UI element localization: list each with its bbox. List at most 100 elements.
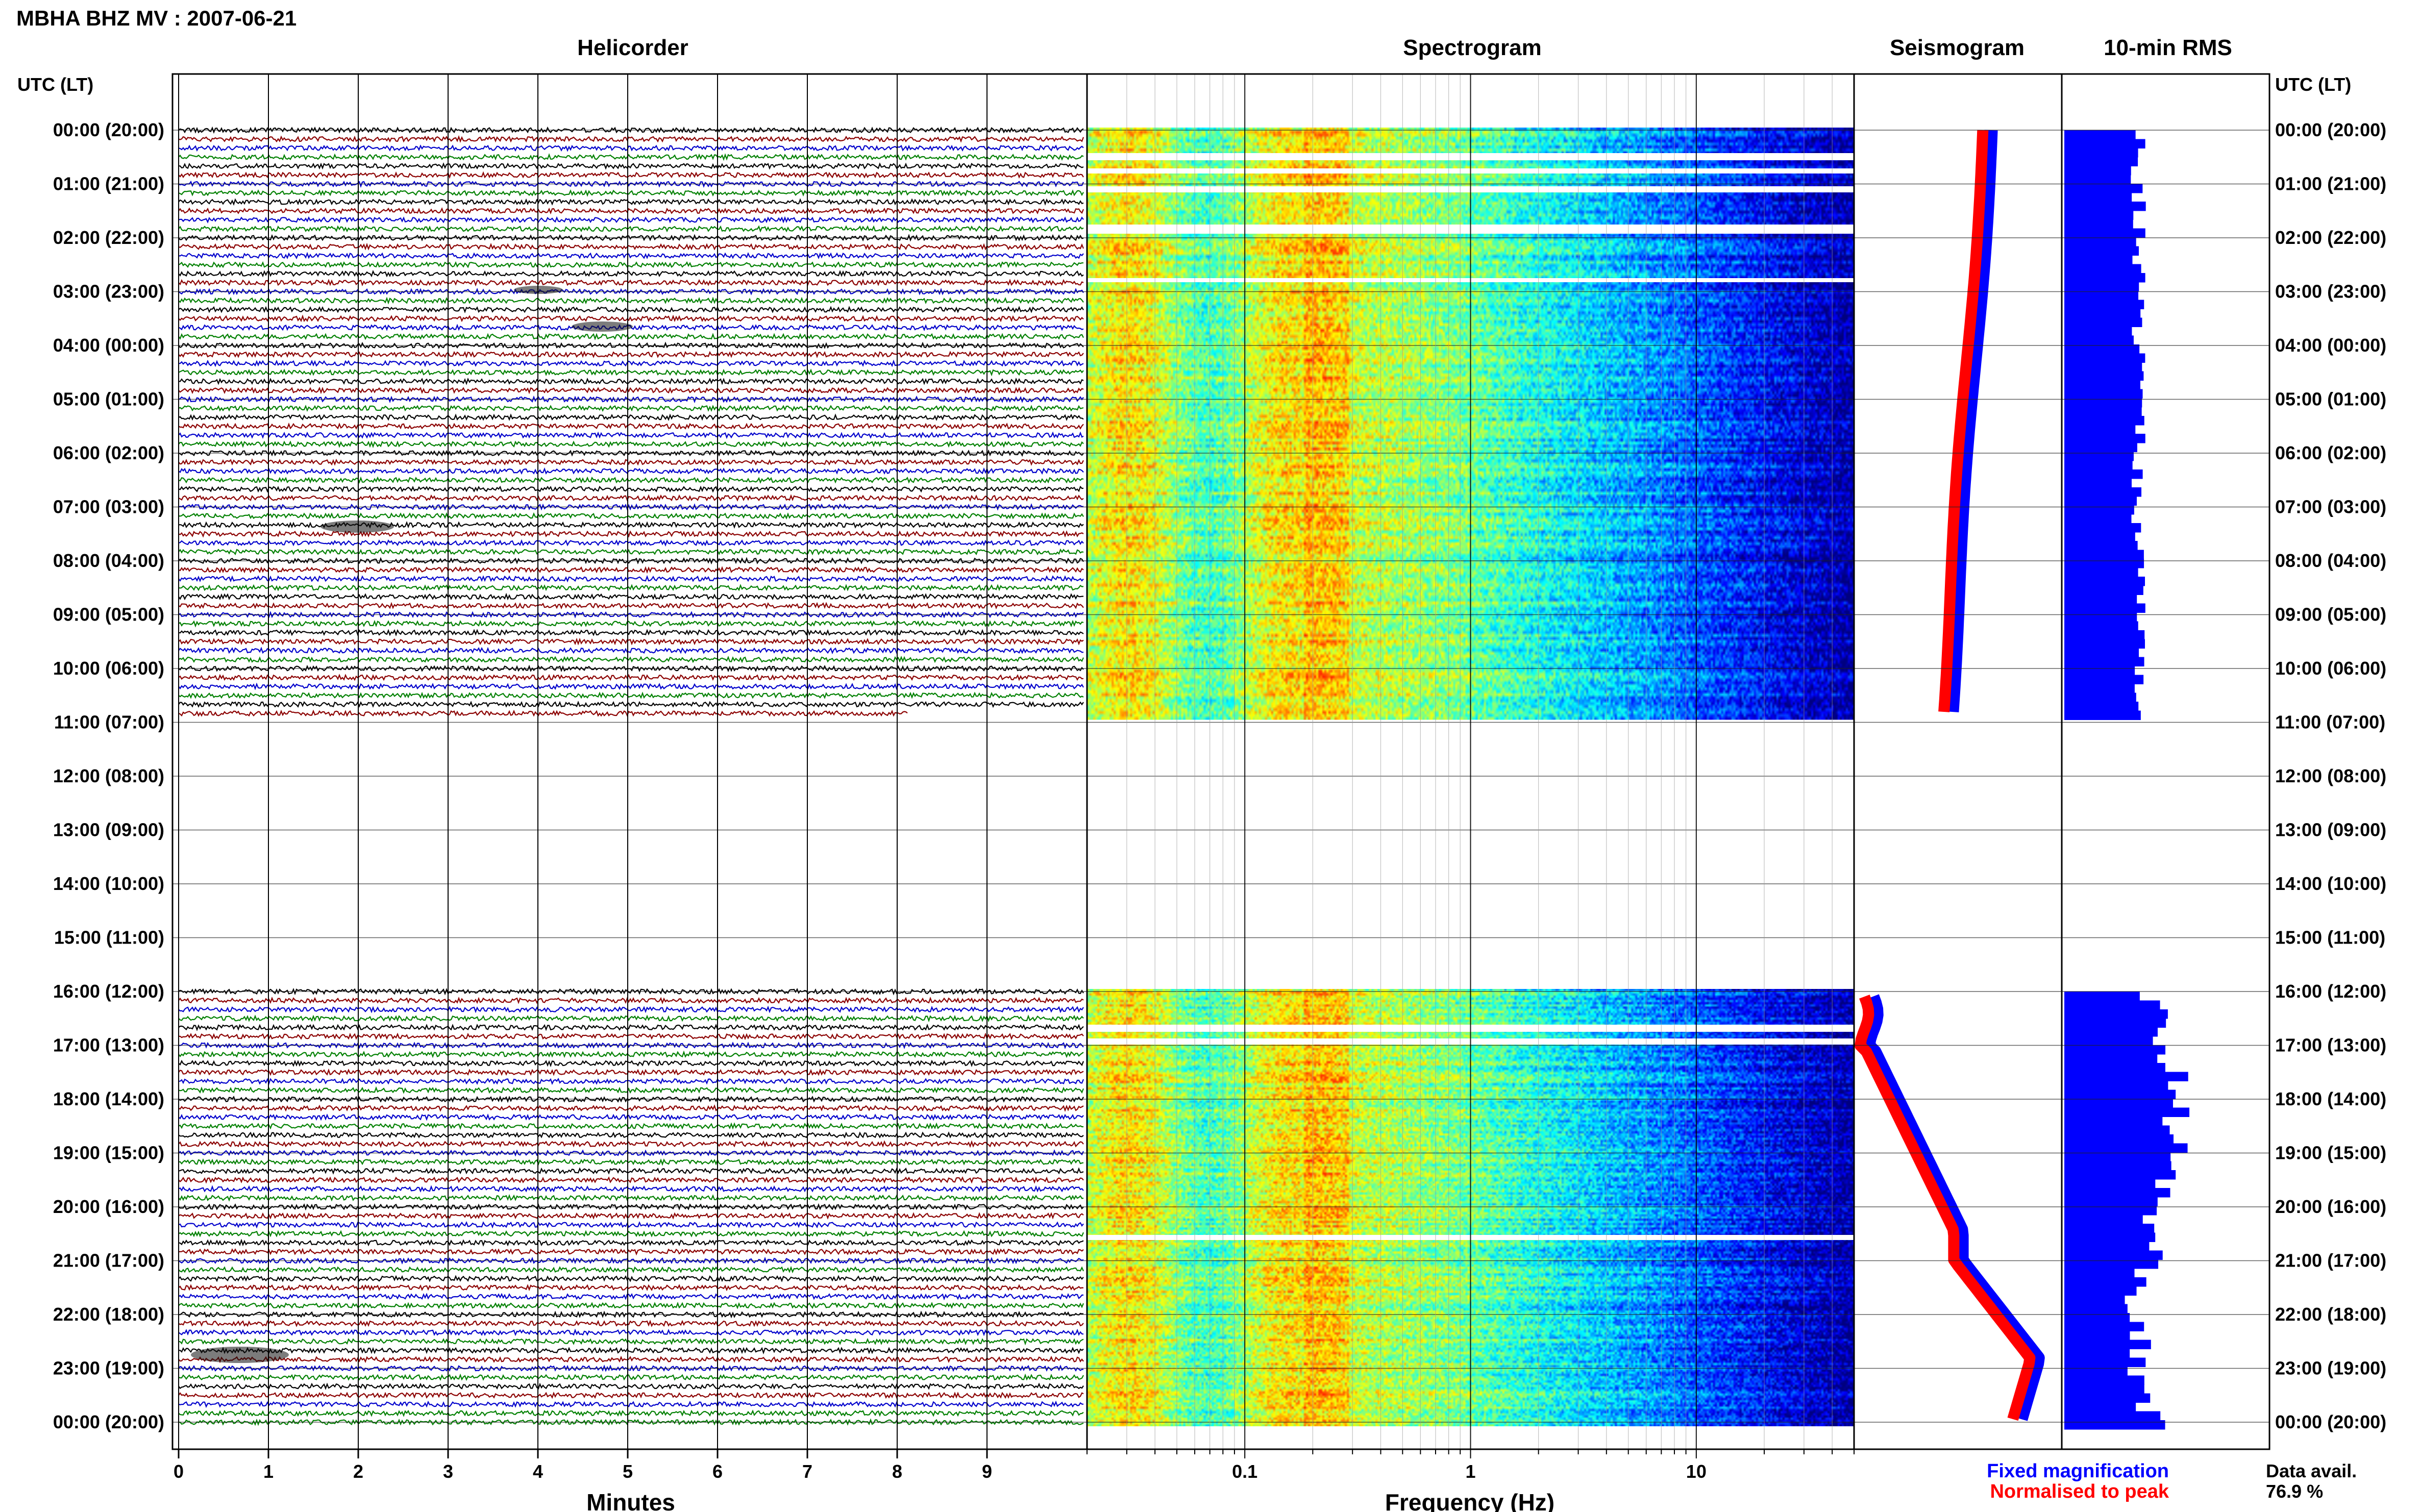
- rms-bar: [2064, 1027, 2158, 1037]
- rms-bar: [2064, 139, 2145, 148]
- spectrogram-xtick-label: 0.1: [1232, 1461, 1257, 1482]
- helicorder-trace: [178, 314, 1084, 323]
- helicorder-trace: [178, 1122, 1083, 1130]
- hour-tick-label-right: 19:00 (15:00): [2275, 1143, 2386, 1163]
- rms-bar: [2064, 460, 2133, 470]
- rms-bar: [2064, 1295, 2125, 1305]
- rms-bar: [2064, 1197, 2158, 1206]
- rms-bar: [2064, 1117, 2163, 1126]
- helicorder-event: [572, 321, 633, 332]
- rms-bar: [2064, 1214, 2143, 1224]
- helicorder-trace: [178, 1203, 1084, 1211]
- helicorder-trace: [178, 682, 1084, 690]
- rms-bar: [2064, 309, 2141, 318]
- helicorder-trace: [178, 629, 1084, 637]
- helicorder-trace: [178, 1176, 1084, 1184]
- helicorder-trace: [178, 575, 1084, 583]
- rms-bar: [2064, 541, 2138, 551]
- rms-bar: [2064, 228, 2145, 238]
- helicorder-xtick-label: 9: [982, 1461, 992, 1482]
- helicorder-trace: [178, 647, 1084, 655]
- hour-tick-label-left: 00:00 (20:00): [53, 119, 164, 140]
- hour-tick-label-left: 01:00 (21:00): [53, 173, 164, 194]
- rms-bar: [2064, 442, 2137, 452]
- hour-tick-label-left: 05:00 (01:00): [53, 389, 164, 410]
- helicorder-trace: [178, 1131, 1084, 1139]
- helicorder-trace: [178, 1355, 1084, 1364]
- helicorder-trace: [178, 189, 1084, 197]
- rms-bar: [2064, 344, 2140, 354]
- panels-layer: [171, 73, 2270, 1458]
- helicorder-trace: [178, 1328, 1084, 1336]
- helicorder-trace: [178, 1185, 1084, 1193]
- helicorder-trace: [178, 1320, 1084, 1327]
- rms-bar: [2064, 639, 2145, 649]
- helicorder-trace: [178, 1023, 1084, 1031]
- helicorder-trace: [178, 1104, 1084, 1112]
- rms-bar: [2064, 362, 2142, 372]
- helicorder-trace: [178, 431, 1084, 439]
- rms-bar: [2064, 1224, 2155, 1233]
- rms-bar: [2064, 1322, 2144, 1331]
- rms-bar: [2064, 1420, 2165, 1430]
- rms-bar: [2064, 398, 2142, 408]
- rms-bar: [2064, 1286, 2137, 1296]
- hour-tick-label-right: 22:00 (18:00): [2275, 1304, 2386, 1325]
- helicorder-trace: [178, 485, 1084, 493]
- rms-bar: [2064, 505, 2134, 515]
- helicorder-trace: [178, 198, 1084, 206]
- rms-bar: [2064, 1099, 2173, 1108]
- helicorder-trace: [178, 306, 1084, 314]
- rms-bar: [2064, 434, 2145, 443]
- helicorder-trace: [178, 1113, 1084, 1121]
- helicorder-xtick-label: 7: [802, 1461, 812, 1482]
- rms-bar: [2064, 202, 2146, 211]
- helicorder-trace: [178, 611, 1084, 618]
- rms-bar: [2064, 273, 2145, 283]
- legend-normalised-to-peak: Normalised to peak: [1990, 1481, 2169, 1502]
- hour-tick-label-left: 16:00 (12:00): [53, 981, 164, 1002]
- helicorder-trace: [178, 592, 1084, 601]
- helicorder-trace: [178, 691, 1084, 700]
- hour-tick-label-right: 01:00 (21:00): [2275, 173, 2386, 194]
- rms-bar: [2064, 1331, 2130, 1341]
- helicorder-trace: [178, 225, 1084, 233]
- helicorder-trace: [178, 539, 1084, 547]
- helicorder-trace: [179, 359, 1084, 367]
- helicorder-trace: [178, 619, 1084, 628]
- helicorder-trace: [178, 1059, 1084, 1068]
- helicorder-trace: [178, 1293, 1083, 1301]
- helicorder-xtick-label: 5: [623, 1461, 633, 1482]
- helicorder-trace: [178, 1050, 1084, 1058]
- helicorder-xtick-label: 3: [443, 1461, 453, 1482]
- rms-bar: [2064, 291, 2139, 301]
- rms-frame: [2061, 73, 2270, 1450]
- hour-tick-label-right: 10:00 (06:00): [2275, 658, 2386, 679]
- rms-bar: [2064, 487, 2142, 497]
- rms-bar: [2064, 594, 2137, 604]
- rms-bar: [2064, 1304, 2128, 1313]
- rms-bar: [2064, 219, 2133, 229]
- seismogram-title: Seismogram: [1890, 35, 2025, 60]
- rms-bar: [2064, 452, 2134, 461]
- helicorder-trace: [178, 413, 1084, 421]
- rms-bar: [2064, 335, 2134, 345]
- helicorder-xtick-label: 6: [712, 1461, 723, 1482]
- rms-bar: [2064, 237, 2136, 247]
- helicorder-trace: [178, 207, 1084, 215]
- rms-bar: [2064, 1340, 2151, 1349]
- helicorder-trace: [178, 548, 1084, 556]
- hour-tick-label-left: 20:00 (16:00): [53, 1196, 164, 1217]
- x-tick-labels: 0 1 2 3 4 5 6 7 8 9 0.1 1 10: [174, 1461, 1707, 1482]
- rms-title: 10-min RMS: [2104, 35, 2232, 60]
- hour-tick-label-right: 00:00 (20:00): [2275, 119, 2386, 140]
- rms-bar: [2064, 1188, 2170, 1198]
- rms-bar: [2064, 1250, 2163, 1260]
- rms-bar: [2064, 1089, 2176, 1099]
- rms-bar: [2064, 523, 2141, 533]
- rms-bar: [2064, 469, 2143, 479]
- helicorder-trace: [178, 566, 1084, 574]
- rms-bar: [2064, 184, 2143, 193]
- helicorder-title: Helicorder: [577, 35, 688, 60]
